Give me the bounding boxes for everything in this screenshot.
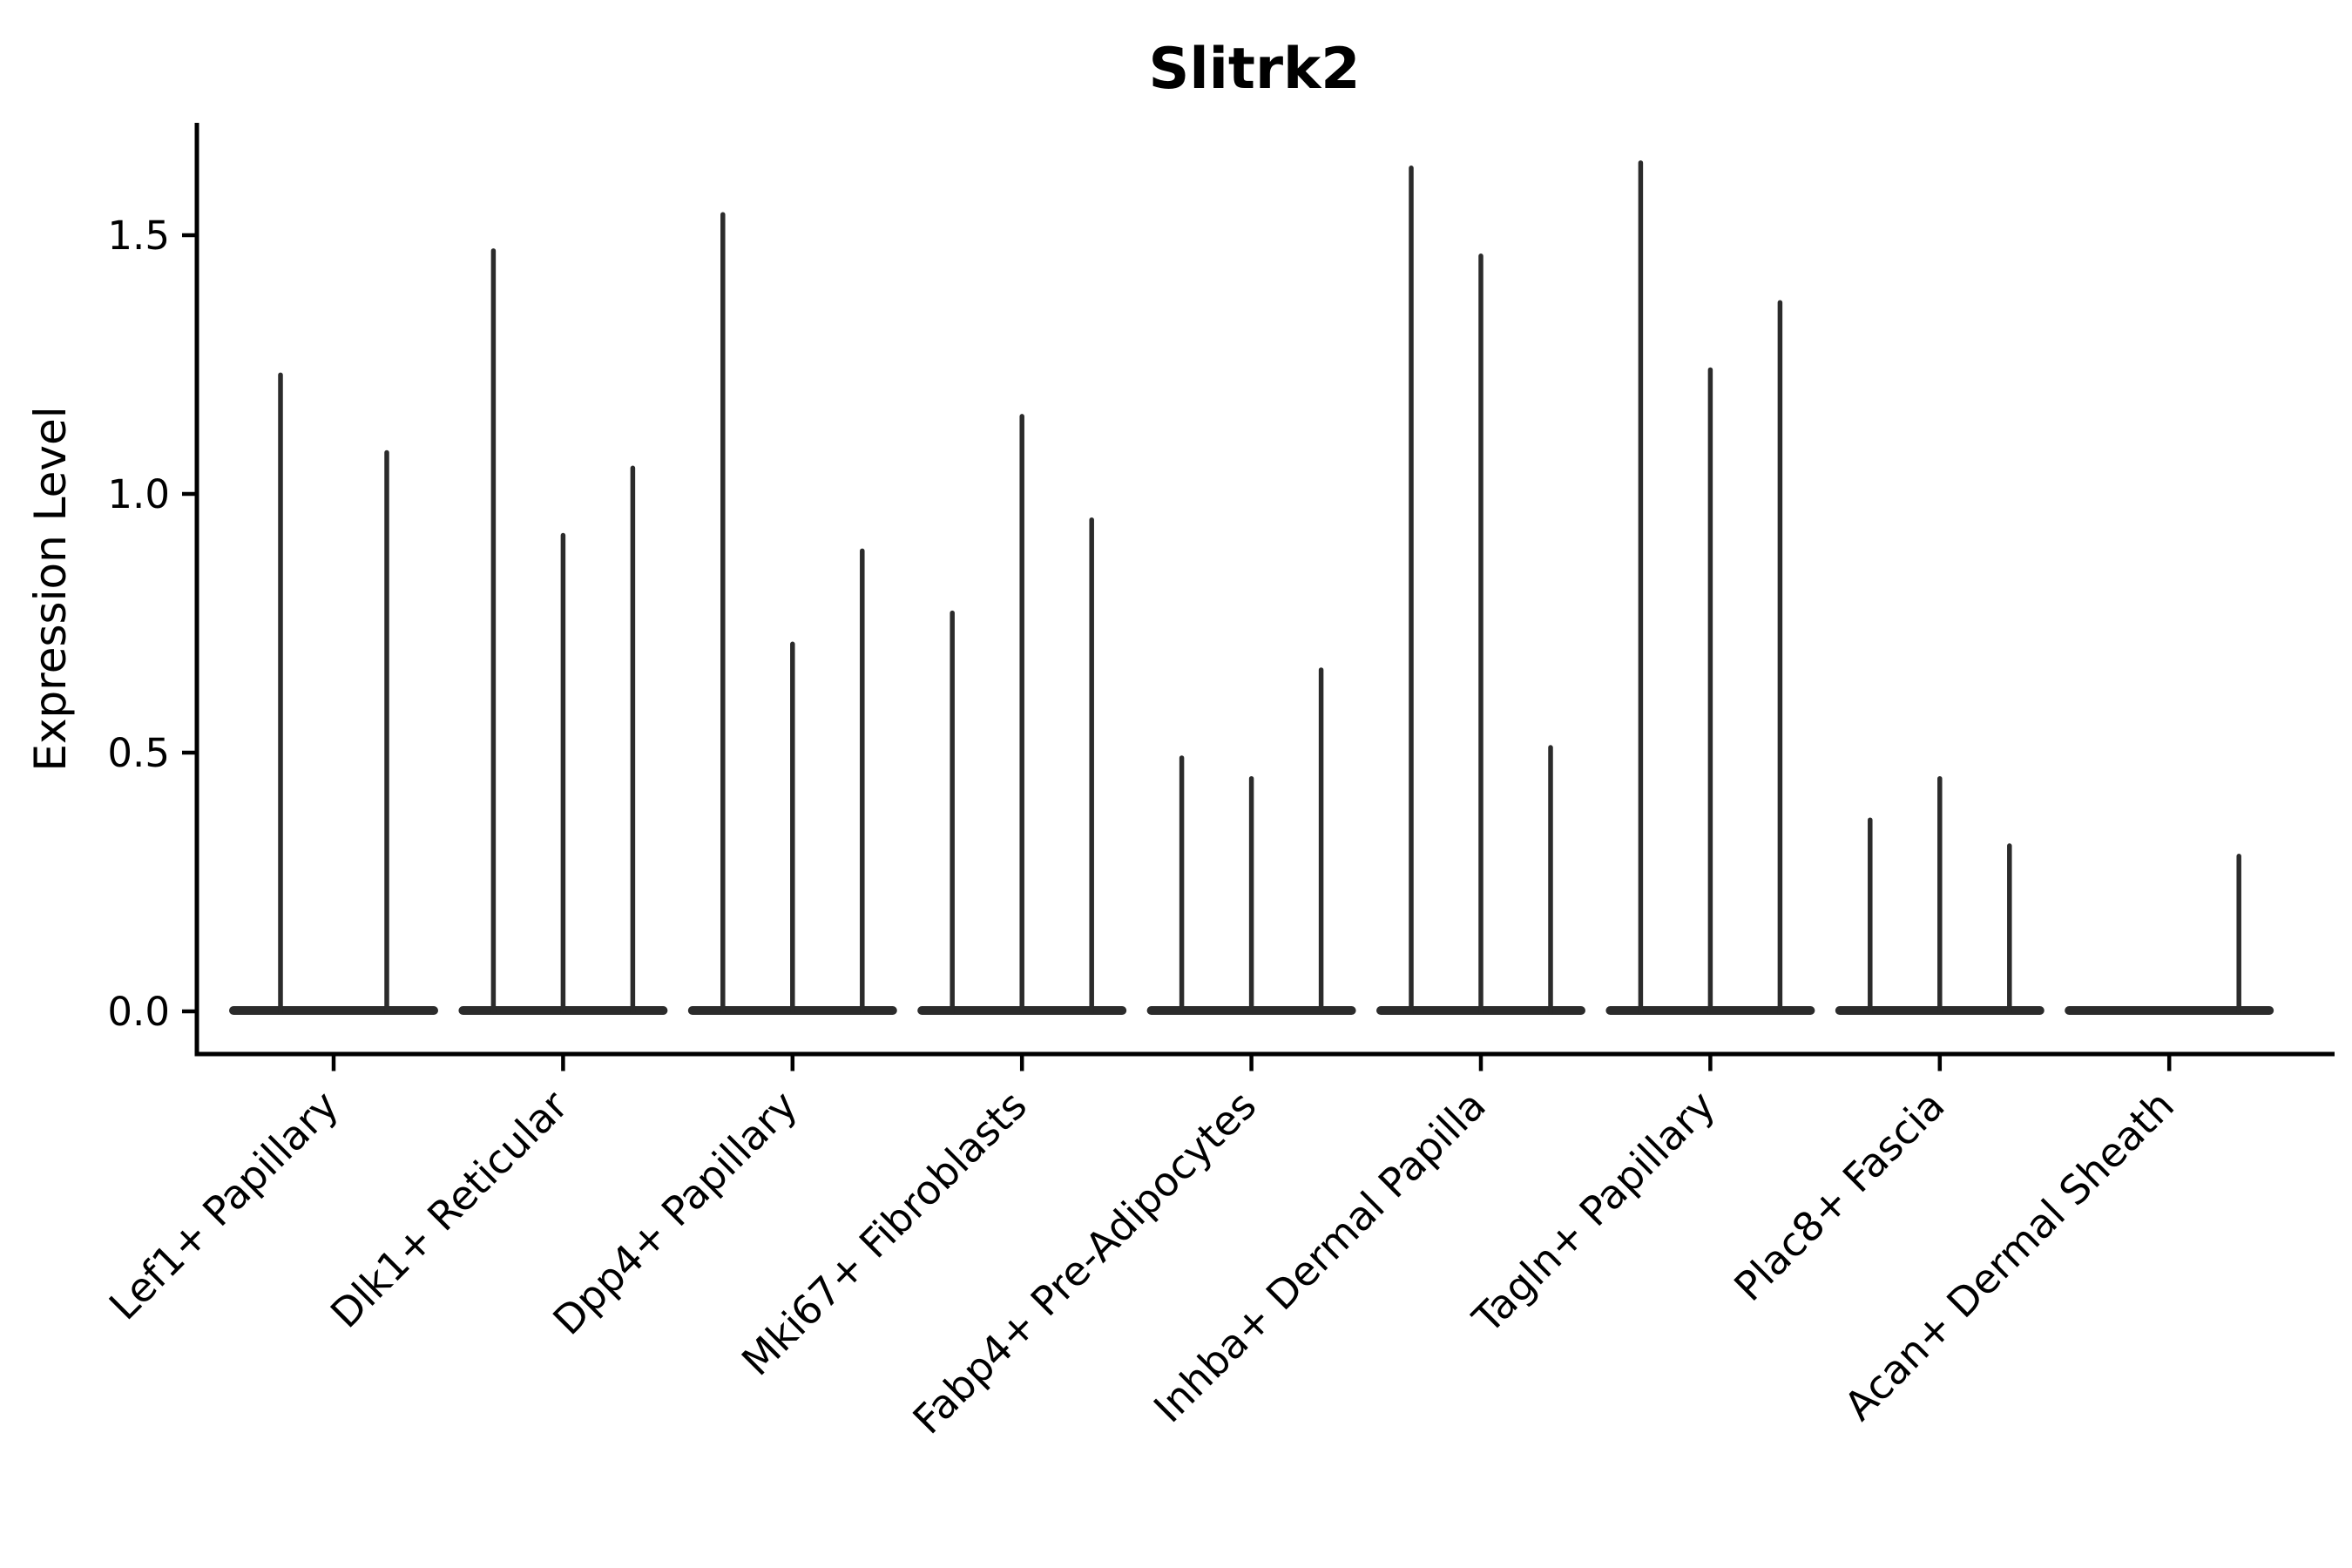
x-tick-label: Tagln+ Papillary [1463, 1082, 1725, 1343]
y-axis-label: Expression Level [25, 406, 76, 772]
chart-title: Slitrk2 [1148, 37, 1361, 102]
violin-base [2065, 1006, 2274, 1015]
y-tick-label: 0.5 [107, 730, 170, 776]
x-tick-label: Dpp4+ Papillary [544, 1082, 806, 1344]
y-tick-label: 0.0 [107, 989, 170, 1035]
x-tick-label: Dlk1+ Reticular [321, 1082, 577, 1337]
y-tick-label: 1.5 [107, 213, 170, 259]
y-tick-label: 1.0 [107, 471, 170, 517]
x-tick-label: Lef1+ Papillary [100, 1082, 348, 1329]
x-tick-label: Plac8+ Fascia [1725, 1082, 1953, 1310]
violin-base [229, 1006, 438, 1015]
